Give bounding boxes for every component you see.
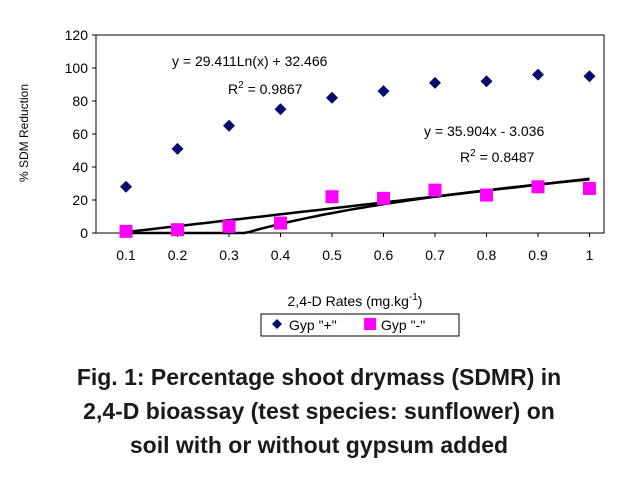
y-tick-label: 0: [80, 225, 88, 241]
legend-marker-gyp-minus: [364, 318, 376, 330]
data-point-gyp-plus: [480, 75, 493, 88]
chart: 0 20 40 60 80 100 120 0.1 0.2 0.3 0.4 0.5 0.6 0.7 0.8 0…: [17, 27, 605, 337]
x-tick-label: 0.4: [271, 247, 291, 263]
data-point-gyp-plus: [171, 142, 184, 155]
data-point-gyp-plus: [326, 91, 338, 104]
y-tick-label: 40: [72, 159, 88, 175]
r-squared-gyp-plus: R2 = 0.9867: [228, 80, 303, 97]
data-point-gyp-plus: [274, 103, 287, 116]
x-tick-label: 0.2: [168, 247, 188, 263]
legend-label-gyp-minus: Gyp "-": [381, 317, 425, 333]
legend-box: [260, 313, 460, 337]
data-point-gyp-minus: [531, 180, 545, 194]
data-point-gyp-plus: [120, 180, 132, 193]
trendline-gyp-minus: [125, 177, 590, 234]
y-tick-label: 100: [65, 60, 89, 76]
data-point-gyp-minus: [480, 188, 493, 202]
data-point-gyp-minus: [377, 191, 390, 205]
x-tick-label: 0.8: [477, 247, 497, 263]
y-axis-label: % SDM Reduction: [17, 84, 31, 182]
plot-area: 0 20 40 60 80 100 120 0.1 0.2 0.3 0.4 0.5 0.6 0.7 0.8 0…: [65, 27, 605, 263]
y-tick-label: 20: [72, 192, 88, 208]
trendline-equation-gyp-minus: y = 35.904x - 3.036: [424, 123, 544, 139]
x-tick-label: 0.7: [425, 247, 445, 263]
caption-line-1: Fig. 1: Percentage shoot drymass (SDMR) …: [76, 364, 562, 390]
legend-marker-gyp-plus: [272, 319, 282, 329]
x-tick-label: 0.1: [116, 247, 136, 263]
caption-line-2: 2,4-D bioassay (test species: sunflower)…: [83, 398, 555, 424]
x-axis-label: 2,4-D Rates (mg.kg-1): [288, 292, 423, 309]
data-point-gyp-minus: [171, 223, 184, 237]
data-point-gyp-minus: [428, 183, 442, 197]
data-point-gyp-plus: [429, 76, 441, 89]
data-point-gyp-minus: [222, 219, 236, 233]
y-tick-label: 80: [72, 93, 88, 109]
trendline-equation-gyp-plus: y = 29.411Ln(x) + 32.466: [172, 53, 328, 69]
data-point-gyp-plus: [532, 68, 544, 81]
r-squared-gyp-minus: R2 = 0.8487: [460, 148, 535, 165]
legend-label-gyp-plus: Gyp "+": [289, 317, 337, 333]
data-point-gyp-minus: [583, 181, 596, 195]
data-point-gyp-minus: [119, 224, 133, 238]
x-tick-label: 0.9: [528, 247, 548, 263]
data-point-gyp-minus: [325, 190, 339, 204]
data-point-gyp-plus: [223, 119, 235, 132]
data-point-gyp-plus: [377, 85, 390, 98]
data-point-gyp-plus: [583, 70, 596, 83]
y-tick-label: 120: [65, 27, 89, 43]
legend: Gyp "+" Gyp "-": [260, 313, 460, 337]
caption-line-3: soil with or without gypsum added: [129, 432, 509, 458]
data-point-gyp-minus: [274, 216, 287, 230]
x-tick-label: 0.3: [219, 247, 239, 263]
x-tick-label: 0.5: [322, 247, 342, 263]
figure-caption: Fig. 1: Percentage shoot drymass (SDMR) …: [0, 360, 638, 462]
x-tick-label: 1: [586, 247, 594, 263]
y-tick-label: 60: [72, 126, 88, 142]
x-tick-label: 0.6: [374, 247, 394, 263]
